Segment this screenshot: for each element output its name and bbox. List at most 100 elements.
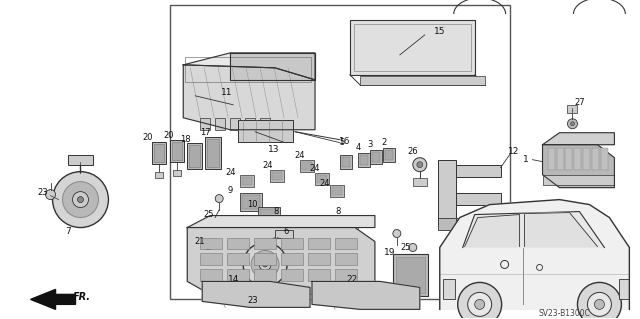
Circle shape	[262, 262, 268, 267]
Bar	[350, 20, 475, 75]
Bar	[230, 118, 240, 130]
Bar	[342, 157, 350, 167]
Bar	[258, 207, 280, 225]
Bar	[568, 105, 577, 113]
Text: 24: 24	[225, 168, 236, 177]
Bar	[566, 148, 573, 170]
Bar	[315, 173, 329, 185]
Bar	[254, 270, 276, 281]
Text: 24: 24	[320, 179, 330, 188]
Text: 14: 14	[227, 275, 239, 284]
Bar	[335, 238, 357, 249]
Bar	[438, 160, 456, 225]
Text: 8: 8	[335, 207, 340, 216]
Circle shape	[63, 182, 99, 218]
Bar	[227, 254, 249, 265]
Text: 13: 13	[268, 145, 280, 154]
Text: 7: 7	[66, 227, 72, 236]
Bar	[207, 139, 220, 167]
Bar	[443, 279, 455, 300]
Circle shape	[45, 189, 56, 200]
Text: 11: 11	[221, 88, 233, 97]
Bar	[260, 118, 270, 130]
Bar	[584, 148, 591, 170]
Bar	[385, 150, 393, 160]
Circle shape	[568, 119, 577, 129]
Bar	[205, 137, 221, 169]
Text: 4: 4	[355, 143, 360, 152]
Text: 22: 22	[346, 275, 358, 284]
Circle shape	[215, 195, 223, 203]
Text: 5: 5	[339, 138, 344, 147]
Bar	[308, 238, 330, 249]
Bar	[438, 218, 456, 230]
Text: 12: 12	[508, 147, 519, 156]
Bar	[189, 145, 200, 167]
Bar	[456, 218, 486, 230]
Bar	[200, 118, 210, 130]
Bar	[308, 270, 330, 281]
Circle shape	[246, 293, 254, 300]
Bar	[275, 230, 293, 238]
Bar	[254, 254, 276, 265]
Bar	[185, 57, 311, 82]
Bar	[260, 209, 278, 223]
Circle shape	[458, 282, 502, 319]
Polygon shape	[31, 289, 76, 309]
Bar	[154, 144, 164, 162]
Text: 24: 24	[263, 161, 273, 170]
Bar	[242, 177, 252, 185]
Bar	[281, 270, 303, 281]
Bar	[215, 118, 225, 130]
Bar	[557, 148, 563, 170]
Polygon shape	[543, 133, 614, 145]
Text: 20: 20	[163, 131, 173, 140]
Bar	[200, 270, 222, 281]
Circle shape	[259, 258, 271, 271]
Text: 20: 20	[142, 133, 152, 142]
Bar	[360, 76, 484, 85]
Text: 3: 3	[367, 140, 372, 149]
Bar	[300, 160, 314, 172]
Bar	[308, 254, 330, 265]
Text: 26: 26	[408, 147, 418, 156]
Bar	[242, 195, 260, 209]
Bar	[227, 270, 249, 281]
Bar	[335, 254, 357, 265]
Bar	[270, 170, 284, 182]
Text: 25: 25	[401, 243, 411, 252]
Bar	[200, 238, 222, 249]
Circle shape	[393, 230, 401, 238]
Polygon shape	[188, 227, 375, 294]
Text: 15: 15	[434, 27, 445, 36]
Circle shape	[206, 242, 210, 247]
Bar	[254, 238, 276, 249]
Bar	[360, 155, 368, 165]
Bar	[170, 140, 184, 162]
Text: SV23-B1300C: SV23-B1300C	[539, 309, 591, 318]
Bar	[358, 153, 370, 167]
Circle shape	[595, 300, 604, 309]
Bar	[548, 148, 554, 170]
Bar	[335, 270, 357, 281]
Bar	[67, 155, 93, 165]
Text: 16: 16	[339, 137, 351, 146]
Circle shape	[475, 300, 484, 309]
Bar	[227, 238, 249, 249]
Polygon shape	[463, 211, 604, 248]
Circle shape	[52, 172, 108, 227]
Polygon shape	[183, 65, 315, 130]
Bar	[152, 142, 166, 164]
Bar	[281, 254, 303, 265]
Polygon shape	[543, 145, 614, 188]
Bar	[372, 152, 380, 162]
Bar	[272, 172, 282, 180]
Polygon shape	[188, 216, 375, 227]
Bar	[188, 143, 202, 169]
Bar	[354, 24, 470, 71]
Text: 1: 1	[523, 155, 529, 164]
Circle shape	[413, 158, 427, 172]
Bar	[245, 118, 255, 130]
Text: 6: 6	[284, 227, 289, 236]
Bar	[170, 5, 509, 300]
